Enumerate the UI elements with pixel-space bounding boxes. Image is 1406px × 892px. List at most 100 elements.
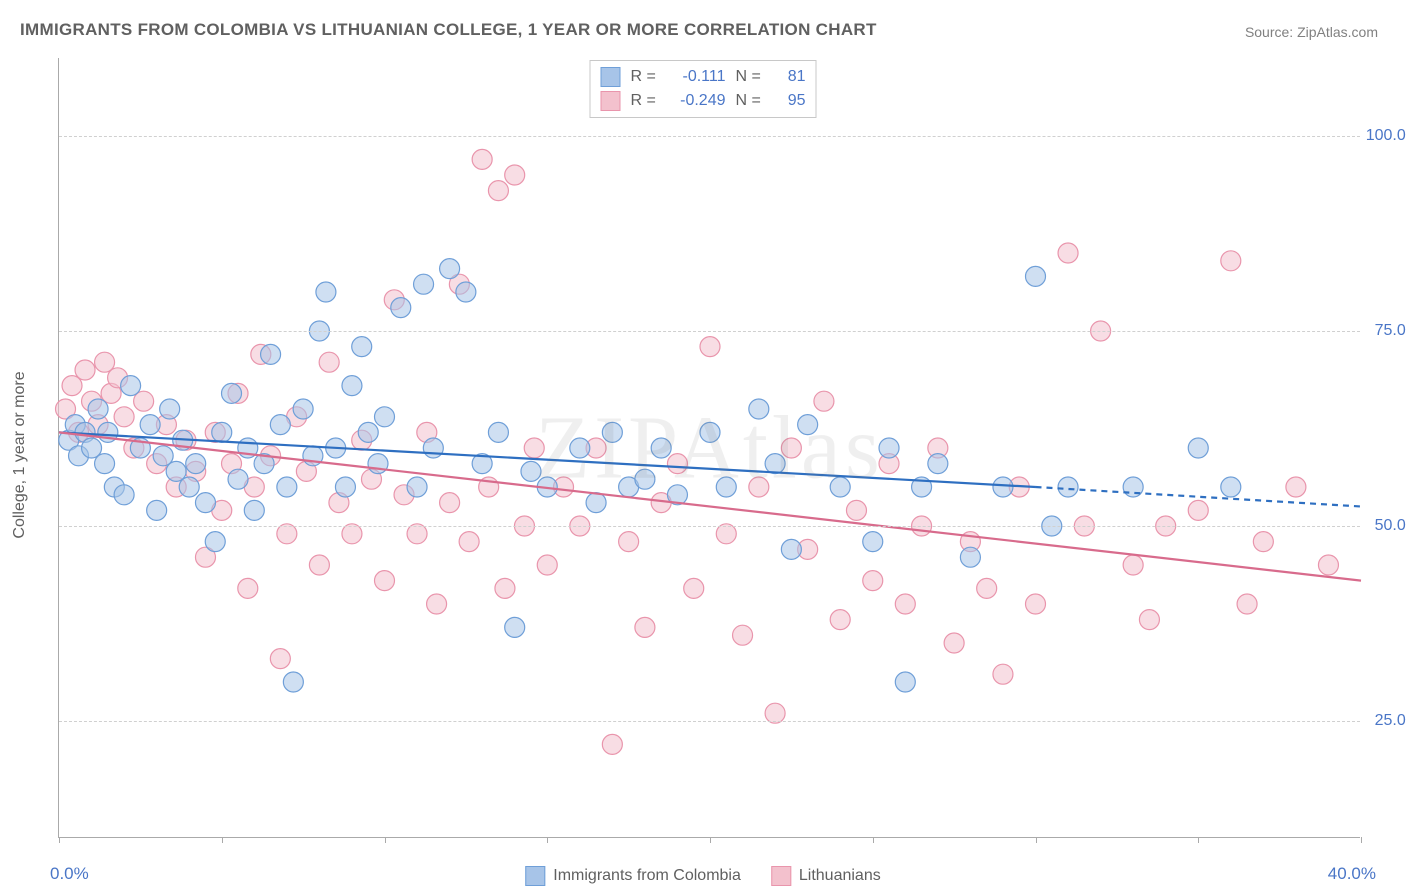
x-axis-min-label: 0.0% (50, 864, 89, 884)
data-point (524, 438, 544, 458)
data-point (667, 454, 687, 474)
data-point (651, 438, 671, 458)
data-point (993, 477, 1013, 497)
data-point (160, 399, 180, 419)
data-point (391, 298, 411, 318)
data-point (944, 633, 964, 653)
data-point (960, 547, 980, 567)
data-point (456, 282, 476, 302)
data-point (993, 664, 1013, 684)
data-point (75, 360, 95, 380)
data-point (830, 477, 850, 497)
data-point (319, 352, 339, 372)
data-point (521, 461, 541, 481)
data-point (602, 422, 622, 442)
data-point (238, 578, 258, 598)
legend-series-item: Immigrants from Colombia (525, 866, 741, 886)
data-point (586, 493, 606, 513)
legend-series-label: Lithuanians (799, 867, 881, 885)
data-point (749, 477, 769, 497)
legend-series-item: Lithuanians (771, 866, 881, 886)
legend-swatch (771, 866, 791, 886)
data-point (95, 454, 115, 474)
data-point (928, 454, 948, 474)
y-tick-label: 75.0% (1365, 322, 1406, 340)
data-point (977, 578, 997, 598)
data-point (733, 625, 753, 645)
data-point (1058, 477, 1078, 497)
data-point (375, 407, 395, 427)
x-tick (59, 837, 60, 843)
data-point (798, 415, 818, 435)
data-point (440, 259, 460, 279)
data-point (488, 181, 508, 201)
legend-r-label: R = (631, 92, 661, 110)
data-point (440, 493, 460, 513)
data-point (270, 649, 290, 669)
x-tick (222, 837, 223, 843)
data-point (88, 399, 108, 419)
legend-series-label: Immigrants from Colombia (553, 867, 741, 885)
data-point (781, 438, 801, 458)
data-point (212, 422, 232, 442)
data-point (293, 399, 313, 419)
data-point (1221, 251, 1241, 271)
legend-swatch (601, 67, 621, 87)
data-point (342, 376, 362, 396)
data-point (879, 438, 899, 458)
legend-correlation-box: R =-0.111N =81R =-0.249N =95 (590, 60, 817, 118)
data-point (414, 274, 434, 294)
x-tick (1361, 837, 1362, 843)
legend-n-label: N = (736, 68, 766, 86)
data-point (1286, 477, 1306, 497)
legend-n-value: 95 (776, 92, 806, 110)
plot-area: ZIPAtlas 25.0%50.0%75.0%100.0% (58, 58, 1360, 838)
data-point (261, 344, 281, 364)
y-tick-label: 100.0% (1365, 127, 1406, 145)
data-point (700, 337, 720, 357)
data-point (228, 469, 248, 489)
data-point (895, 672, 915, 692)
data-point (505, 617, 525, 637)
legend-n-label: N = (736, 92, 766, 110)
source-attribution: Source: ZipAtlas.com (1245, 24, 1378, 40)
data-point (716, 477, 736, 497)
data-point (121, 376, 141, 396)
data-point (186, 454, 206, 474)
grid-line (59, 721, 1360, 722)
y-axis-title: College, 1 year or more (11, 371, 29, 538)
data-point (1253, 532, 1273, 552)
data-point (863, 532, 883, 552)
data-point (459, 532, 479, 552)
data-point (1221, 477, 1241, 497)
data-point (352, 337, 372, 357)
data-point (335, 477, 355, 497)
data-point (309, 555, 329, 575)
legend-r-value: -0.111 (671, 68, 726, 86)
data-point (316, 282, 336, 302)
legend-r-value: -0.249 (671, 92, 726, 110)
data-point (1123, 555, 1143, 575)
data-point (1188, 438, 1208, 458)
data-point (358, 422, 378, 442)
data-point (1058, 243, 1078, 263)
legend-r-label: R = (631, 68, 661, 86)
data-point (270, 415, 290, 435)
data-point (375, 571, 395, 591)
data-point (635, 617, 655, 637)
data-point (846, 500, 866, 520)
data-point (407, 477, 427, 497)
legend-correlation-row: R =-0.111N =81 (601, 65, 806, 89)
data-point (700, 422, 720, 442)
x-tick (547, 837, 548, 843)
data-point (1188, 500, 1208, 520)
data-point (472, 149, 492, 169)
data-point (423, 438, 443, 458)
x-tick (873, 837, 874, 843)
x-axis-max-label: 40.0% (1328, 864, 1376, 884)
data-point (830, 610, 850, 630)
legend-series: Immigrants from Colombia Lithuanians (525, 866, 880, 886)
data-point (1237, 594, 1257, 614)
data-point (1318, 555, 1338, 575)
data-point (1139, 610, 1159, 630)
